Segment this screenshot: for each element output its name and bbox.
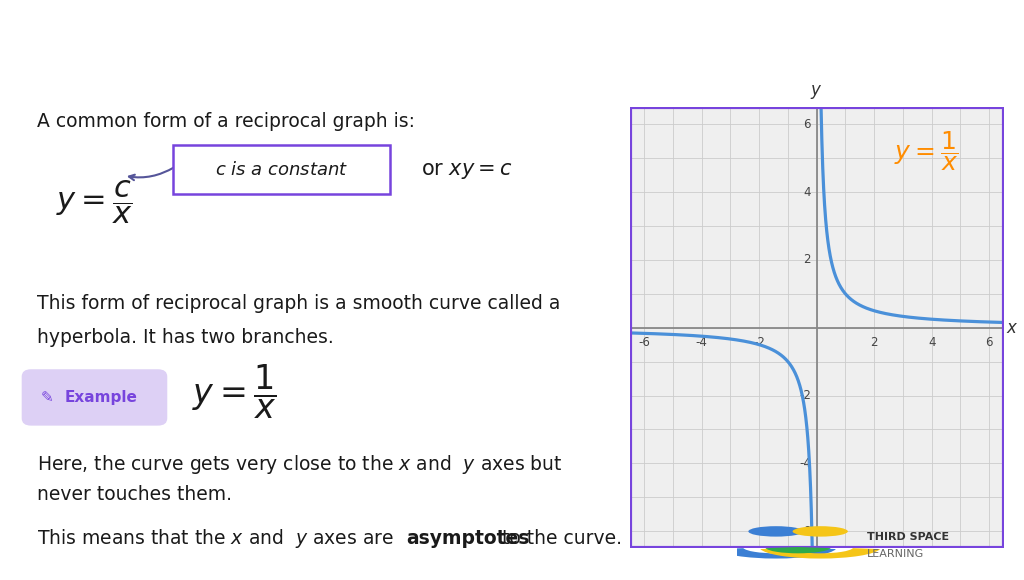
Text: -2: -2 — [799, 389, 811, 402]
Text: -4: -4 — [695, 336, 708, 349]
Wedge shape — [765, 547, 830, 553]
Text: $y = \dfrac{1}{x}$: $y = \dfrac{1}{x}$ — [193, 362, 276, 420]
Text: $y$: $y$ — [810, 82, 823, 100]
Text: 2: 2 — [804, 253, 811, 266]
FancyBboxPatch shape — [22, 369, 167, 426]
Text: -6: -6 — [638, 336, 650, 349]
Text: $y = \dfrac{c}{x}$: $y = \dfrac{c}{x}$ — [55, 179, 132, 226]
Text: Here, the curve gets very close to the $x$ and  $y$ axes but: Here, the curve gets very close to the $… — [37, 454, 563, 476]
Text: $c$ is a constant: $c$ is a constant — [215, 161, 348, 179]
Wedge shape — [761, 548, 880, 559]
Text: ✎: ✎ — [41, 390, 53, 405]
Text: 6: 6 — [804, 118, 811, 130]
Wedge shape — [716, 548, 836, 559]
Text: This form of reciprocal graph is a smooth curve called a: This form of reciprocal graph is a smoot… — [37, 293, 560, 313]
Text: LEARNING: LEARNING — [867, 549, 925, 559]
Text: A common form of a reciprocal graph is:: A common form of a reciprocal graph is: — [37, 113, 415, 131]
Text: -2: -2 — [754, 336, 765, 349]
Text: -4: -4 — [799, 457, 811, 470]
Text: 6: 6 — [985, 336, 993, 349]
Text: Reciprocal Graph: Reciprocal Graph — [26, 30, 427, 71]
Text: $x$: $x$ — [1007, 318, 1019, 337]
Text: This means that the $x$ and  $y$ axes are: This means that the $x$ and $y$ axes are — [37, 527, 395, 550]
Circle shape — [793, 526, 848, 537]
Text: -6: -6 — [799, 525, 811, 538]
Text: $y = \dfrac{1}{x}$: $y = \dfrac{1}{x}$ — [894, 129, 957, 173]
Text: or $xy = c$: or $xy = c$ — [421, 161, 513, 181]
Text: asymptotes: asymptotes — [406, 529, 529, 548]
Text: 4: 4 — [804, 186, 811, 198]
Text: 4: 4 — [928, 336, 935, 349]
Text: never touches them.: never touches them. — [37, 485, 232, 504]
FancyBboxPatch shape — [173, 145, 390, 194]
Circle shape — [749, 526, 804, 537]
Text: Example: Example — [66, 390, 138, 405]
Text: to the curve.: to the curve. — [496, 529, 622, 548]
Text: THIRD SPACE: THIRD SPACE — [867, 532, 949, 542]
Text: 2: 2 — [870, 336, 878, 349]
Text: hyperbola. It has two branches.: hyperbola. It has two branches. — [37, 328, 334, 347]
